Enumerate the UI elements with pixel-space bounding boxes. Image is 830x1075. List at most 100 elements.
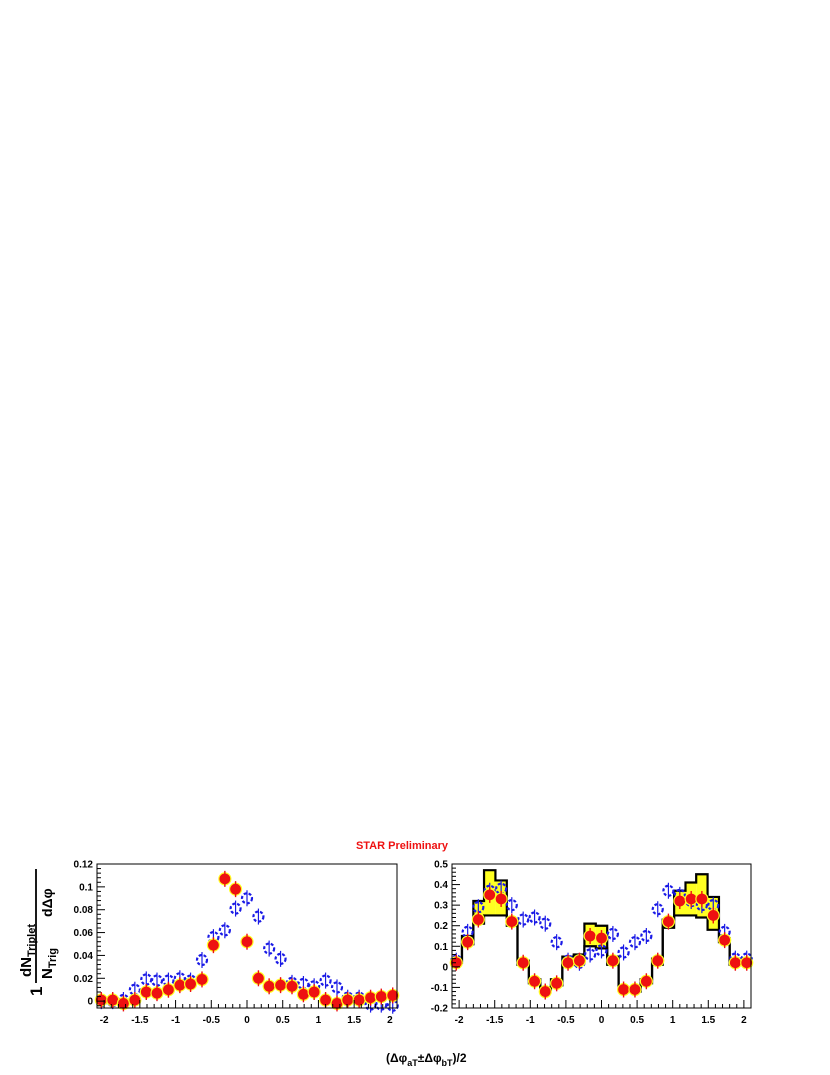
y-tick-label: 0.02 — [74, 974, 94, 985]
y-tick-label: 0 — [442, 962, 448, 973]
filled-marker — [484, 889, 496, 901]
svg-text:dNTriplet: dNTriplet — [18, 924, 38, 977]
y-tick-label: 0.4 — [434, 880, 448, 891]
systematic-upper-edge — [450, 869, 753, 989]
open-marker — [617, 946, 630, 959]
y-tick-label: 0.1 — [79, 882, 93, 893]
x-tick-label: -2 — [455, 1015, 464, 1026]
open-marker — [505, 899, 518, 912]
x-tick-label: -1.5 — [131, 1015, 149, 1026]
x-tick-label: -1.5 — [486, 1015, 504, 1026]
x-tick-label: -1 — [526, 1015, 535, 1026]
y-axis-title: 1 dNTriplet NTrig dΔφ — [18, 869, 59, 996]
filled-marker — [365, 992, 376, 1004]
filled-marker — [140, 986, 152, 998]
y-tick-label: 0.04 — [74, 951, 94, 962]
filled-marker — [174, 979, 186, 991]
y-numerator: dN — [18, 957, 35, 977]
filled-marker — [707, 910, 719, 921]
open-marker — [528, 911, 541, 924]
x-tick-label: -0.5 — [203, 1015, 221, 1026]
open-marker — [252, 910, 265, 923]
y-one: 1 — [27, 987, 46, 996]
filled-marker — [298, 988, 309, 1000]
y-denominator-sub: Trig — [47, 948, 59, 968]
filled-marker — [353, 994, 365, 1006]
open-marker — [263, 942, 276, 955]
filled-marker — [685, 893, 697, 905]
y-tick-label: 0.1 — [434, 942, 448, 953]
open-marker — [517, 913, 530, 926]
y-tick-label: 0 — [87, 997, 93, 1008]
filled-marker — [629, 984, 641, 995]
filled-marker — [286, 980, 298, 992]
x-tick-label: -2 — [100, 1015, 109, 1026]
filled-marker — [375, 991, 387, 1002]
open-marker — [628, 936, 642, 949]
filled-marker — [719, 934, 731, 946]
x-tick-label: 1 — [670, 1015, 676, 1026]
x-pm: ±Δφ — [418, 1051, 442, 1065]
filled-marker — [607, 955, 619, 967]
y-tick-label: 0.5 — [434, 860, 448, 871]
x-tick-label: 0 — [599, 1015, 605, 1026]
x-tick-label: -0.5 — [557, 1015, 575, 1026]
y-tick-label: -0.2 — [431, 1004, 449, 1015]
filled-marker — [275, 979, 286, 991]
x-close: )/2 — [453, 1051, 467, 1065]
open-marker — [229, 902, 242, 915]
filled-marker — [230, 883, 241, 895]
filled-marker — [652, 955, 664, 967]
filled-marker — [129, 994, 141, 1006]
y-numerator-sub: Triplet — [26, 924, 38, 957]
open-marker — [539, 917, 552, 930]
filled-marker — [462, 936, 474, 948]
x-open: (Δφ — [386, 1051, 408, 1065]
filled-marker — [196, 974, 208, 985]
open-marker — [550, 936, 563, 949]
filled-marker — [506, 916, 518, 927]
filled-marker — [331, 998, 343, 1009]
y-tick-label: 0.3 — [434, 901, 448, 912]
filled-marker — [741, 957, 753, 969]
filled-marker — [387, 990, 399, 1001]
x-sub-a: aT — [407, 1058, 418, 1068]
x-tick-label: 1.5 — [347, 1015, 361, 1026]
x-axis-title: (ΔφaT±ΔφbT)/2 — [386, 1051, 467, 1068]
filled-marker — [596, 932, 607, 944]
y-tick-label: 0.12 — [74, 860, 94, 871]
filled-marker — [574, 955, 585, 967]
open-marker — [651, 903, 664, 916]
x-tick-label: 2 — [741, 1015, 747, 1026]
filled-marker — [219, 873, 231, 885]
open-marker — [606, 927, 619, 941]
filled-marker — [107, 994, 119, 1006]
filled-marker — [539, 986, 551, 997]
preliminary-label: STAR Preliminary — [356, 840, 449, 852]
filled-marker — [185, 978, 196, 990]
y-tick-label: 0.06 — [74, 928, 94, 939]
filled-marker — [118, 998, 129, 1009]
open-marker — [319, 974, 332, 987]
open-marker — [240, 892, 254, 905]
filled-marker — [729, 957, 741, 969]
x-tick-label: 0.5 — [276, 1015, 290, 1026]
x-tick-label: 2 — [387, 1015, 393, 1026]
filled-marker — [241, 936, 253, 948]
right-panel: -2 -1.5 -1 -0.5 0 0.5 1 1.5 2 -0.2 -0.1 0 0.1 0.2 0.3 0… — [431, 860, 754, 1026]
x-tick-label: 0 — [244, 1015, 250, 1026]
filled-marker — [450, 957, 462, 969]
filled-marker — [663, 916, 674, 927]
filled-marker — [517, 957, 529, 969]
open-marker — [218, 924, 231, 937]
open-marker — [662, 884, 675, 897]
filled-marker — [342, 994, 354, 1006]
y-tick-label: 0.2 — [434, 921, 448, 932]
filled-marker — [640, 975, 652, 987]
x-tick-label: -1 — [171, 1015, 180, 1026]
open-marker — [195, 953, 209, 967]
left-panel: -2 -1.5 -1 -0.5 0 0.5 1 1.5 2 0 0.02 0.04 0.06 0.08 0.… — [74, 860, 400, 1026]
y-tick-label: -0.1 — [431, 983, 449, 994]
x-tick-label: 1.5 — [701, 1015, 715, 1026]
y-dphi: dΔφ — [39, 888, 55, 917]
